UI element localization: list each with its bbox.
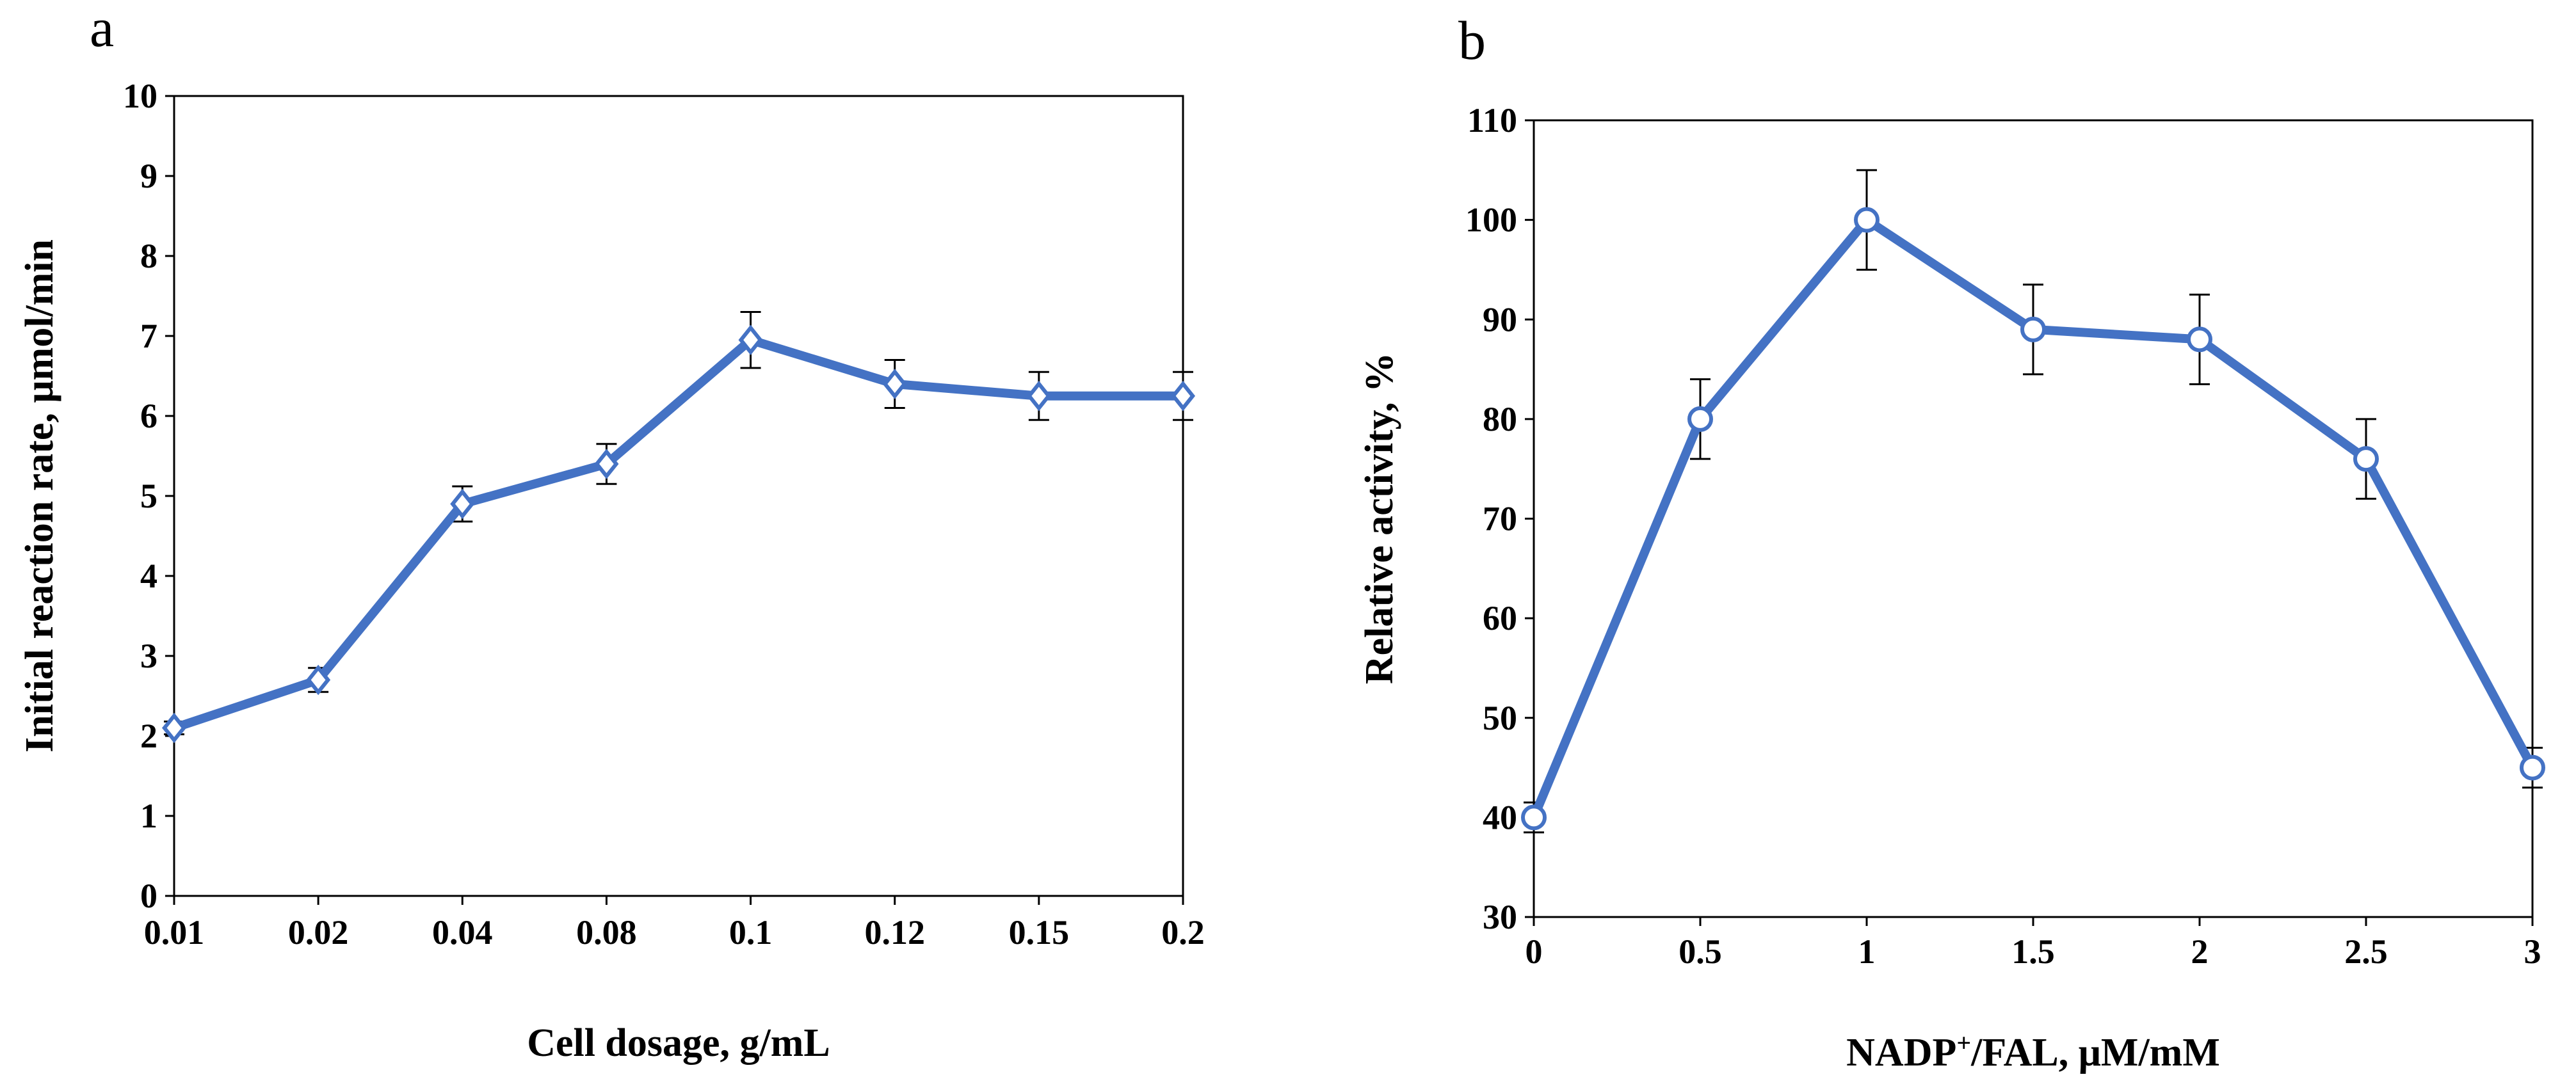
panel-b-y-tick-label: 110 — [1467, 101, 1517, 140]
panel-b-x-axis-label-rest: /FAL, μM/mM — [1970, 1031, 2220, 1074]
panel-b-y-tick-label: 90 — [1483, 300, 1517, 339]
panel-b-y-axis-label: Relative activity, % — [1358, 353, 1401, 684]
panel-b-plot-frame — [1533, 119, 2534, 918]
panel-a-x-ticks: 0.01 0.02 0.04 0.08 0.1 0.12 0.15 0.2 — [144, 896, 1205, 952]
panel-a-x-tick-label: 0.04 — [432, 913, 493, 952]
panel-a-markers — [161, 324, 1196, 744]
panel-b-markers — [1521, 207, 2545, 831]
panel-a-plot-frame — [173, 95, 1184, 897]
panel-b: b 30 40 50 60 70 80 90 100 110 0 0.5 1 1.5 2 2.5 3 NAD… — [1358, 10, 2545, 1074]
panel-b-y-tick-label: 60 — [1483, 599, 1517, 637]
panel-b-y-tick-label: 100 — [1465, 201, 1517, 239]
panel-a-y-tick-label: 8 — [140, 237, 157, 275]
panel-b-data-point — [2020, 316, 2046, 342]
panel-b-data-point — [1521, 804, 1547, 831]
panel-a-x-tick-label: 0.02 — [288, 913, 349, 952]
panel-a-data-point — [594, 449, 619, 479]
panel-b-y-tick-label: 40 — [1483, 798, 1517, 836]
panel-b-x-axis-label-main: NADP — [1846, 1031, 1956, 1074]
panel-a-y-tick-label: 7 — [140, 317, 157, 355]
panel-b-data-point — [1854, 207, 1880, 233]
panel-b-y-tick-label: 30 — [1483, 898, 1517, 936]
panel-b-x-tick-label: 2 — [2191, 932, 2209, 971]
panel-a-x-tick-label: 0.01 — [144, 913, 205, 952]
panel-a-data-point — [1170, 380, 1196, 411]
panel-b-x-tick-label: 1.5 — [2011, 932, 2055, 971]
panel-a-data-point — [450, 488, 475, 520]
panel-a-y-tick-label: 4 — [140, 557, 157, 595]
panel-b-y-ticks: 30 40 50 60 70 80 90 100 110 — [1465, 101, 1534, 936]
panel-a-y-tick-label: 9 — [140, 157, 157, 195]
panel-a-y-axis-label: Initial reaction rate, μmol/min — [18, 239, 61, 753]
panel-b-x-tick-label: 2.5 — [2344, 932, 2388, 971]
panel-b-x-tick-label: 3 — [2524, 932, 2541, 971]
panel-a-data-point — [1026, 380, 1051, 411]
panel-a-y-tick-label: 0 — [140, 877, 157, 915]
panel-a-data-point — [882, 369, 907, 399]
panel-a-y-tick-label: 1 — [140, 797, 157, 835]
panel-b-data-point — [1687, 406, 1713, 432]
panel-b-y-tick-label: 50 — [1483, 699, 1517, 737]
panel-b-x-tick-label: 0.5 — [1678, 932, 1722, 971]
panel-a-x-axis-label: Cell dosage, g/mL — [527, 1021, 830, 1065]
panel-b-x-tick-label: 1 — [1858, 932, 1876, 971]
panel-a-y-tick-label: 3 — [140, 637, 157, 675]
panel-b-y-tick-label: 70 — [1483, 500, 1517, 538]
panel-b-data-point — [2520, 754, 2545, 781]
panel-b-x-axis-label: NADP+/FAL, μM/mM — [1846, 1028, 2220, 1074]
panel-b-x-ticks: 0 0.5 1 1.5 2 2.5 3 — [1525, 917, 2541, 971]
panel-a-data-point — [306, 664, 331, 696]
panel-a-series-line — [170, 335, 1187, 733]
panel-b-letter: b — [1458, 10, 1486, 71]
panel-a-x-tick-label: 0.15 — [1009, 913, 1070, 952]
panel-a-x-tick-label: 0.2 — [1161, 913, 1205, 952]
panel-a-y-ticks: 0 1 2 3 4 5 6 7 8 9 10 — [123, 77, 174, 915]
panel-a-y-tick-label: 10 — [123, 77, 157, 115]
panel-a-data-point — [738, 324, 763, 356]
panel-a-data-point — [161, 712, 187, 744]
panel-a-x-tick-label: 0.08 — [576, 913, 637, 952]
panel-b-x-axis-label-sup: + — [1956, 1028, 1971, 1057]
panel-a-letter: a — [90, 0, 114, 58]
panel-a-x-tick-label: 0.1 — [729, 913, 773, 952]
panel-a-y-tick-label: 2 — [140, 717, 157, 755]
panel-b-x-tick-label: 0 — [1525, 932, 1543, 971]
panel-b-y-tick-label: 80 — [1483, 400, 1517, 438]
panel-a-y-tick-label: 6 — [140, 397, 157, 435]
panel-a-y-tick-label: 5 — [140, 477, 157, 515]
panel-a-x-tick-label: 0.12 — [864, 913, 925, 952]
panel-b-data-point — [2353, 446, 2379, 472]
panel-b-data-point — [2187, 326, 2212, 353]
